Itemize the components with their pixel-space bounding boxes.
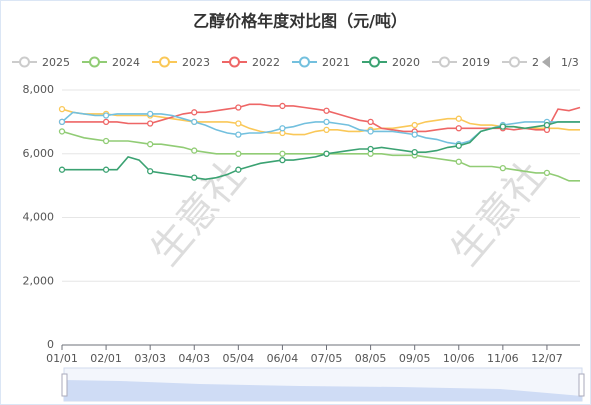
legend-icon[interactable] [509, 56, 520, 68]
legend-icon[interactable] [299, 56, 310, 68]
point [191, 109, 198, 116]
x-tick-label: 01/01 [46, 352, 78, 365]
point [323, 150, 330, 157]
point [279, 102, 286, 110]
point [499, 123, 507, 130]
point [279, 150, 286, 157]
point [455, 115, 462, 122]
legend-label[interactable]: 2024 [112, 56, 140, 69]
x-tick-label: 07/05 [311, 352, 343, 365]
zoom-preview [64, 380, 582, 401]
legend-icon[interactable] [89, 56, 100, 68]
point [455, 158, 462, 165]
legend-label[interactable]: 2023 [182, 56, 210, 69]
point [191, 118, 198, 126]
point [235, 166, 242, 173]
y-tick-label: 8,000 [23, 83, 55, 96]
legend-icon[interactable] [439, 56, 450, 68]
legend-label[interactable]: 2 [532, 56, 539, 69]
point [102, 166, 110, 173]
x-tick-label: 06/04 [267, 352, 299, 365]
point [543, 121, 551, 129]
point [102, 137, 110, 145]
point [367, 145, 374, 153]
x-tick-label: 12/07 [531, 352, 563, 365]
legend-label[interactable]: 2025 [42, 56, 70, 69]
point [543, 169, 551, 177]
legend-icon[interactable] [369, 56, 380, 68]
point [279, 156, 286, 164]
point [102, 118, 110, 126]
x-tick-label: 03/03 [134, 352, 166, 365]
point [499, 164, 507, 172]
point [147, 120, 154, 127]
y-tick-label: 6,000 [23, 147, 55, 160]
legend-label[interactable]: 2021 [322, 56, 350, 69]
x-tick-label: 09/05 [399, 352, 431, 365]
point [191, 174, 198, 181]
y-tick-label: 2,000 [23, 274, 55, 287]
point [411, 131, 418, 138]
point [411, 121, 418, 129]
legend-page-prev[interactable] [542, 56, 550, 68]
point [147, 110, 154, 118]
x-tick-label: 11/06 [487, 352, 519, 365]
point [235, 150, 242, 157]
point [323, 126, 330, 133]
zoom-handle[interactable] [61, 373, 68, 397]
point [147, 168, 154, 175]
point [191, 147, 198, 154]
legend-label[interactable]: 2022 [252, 56, 280, 69]
point [102, 112, 110, 119]
point [235, 131, 242, 138]
watermark: 生意社 [442, 153, 554, 274]
legend-icon[interactable] [19, 56, 30, 68]
y-tick-label: 4,000 [23, 211, 55, 224]
legend-label[interactable]: 2020 [392, 56, 420, 69]
point [279, 125, 286, 132]
y-tick-label: 0 [47, 338, 54, 351]
legend-label[interactable]: 2019 [462, 56, 490, 69]
point [367, 128, 374, 135]
legend-icon[interactable] [159, 56, 170, 68]
point [367, 118, 374, 126]
data-zoom[interactable] [61, 367, 585, 402]
point [147, 141, 154, 148]
x-tick-label: 05/04 [222, 352, 254, 365]
chart-title: 乙醇价格年度对比图（元/吨） [193, 12, 407, 31]
x-tick-label: 10/06 [443, 352, 475, 365]
point [58, 105, 66, 113]
point [323, 118, 330, 126]
point [455, 142, 462, 149]
x-tick-label: 04/03 [178, 352, 210, 365]
point [411, 149, 418, 156]
legend-icon[interactable] [229, 56, 240, 68]
legend-page: 1/3 [561, 56, 579, 69]
point [58, 118, 66, 126]
x-tick-label: 02/01 [90, 352, 122, 365]
zoom-handle[interactable] [578, 373, 585, 397]
x-tick-label: 08/05 [355, 352, 387, 365]
point [235, 104, 242, 111]
point [455, 125, 462, 132]
point [58, 166, 66, 173]
point [323, 107, 330, 114]
point [58, 128, 66, 135]
point [235, 120, 242, 127]
